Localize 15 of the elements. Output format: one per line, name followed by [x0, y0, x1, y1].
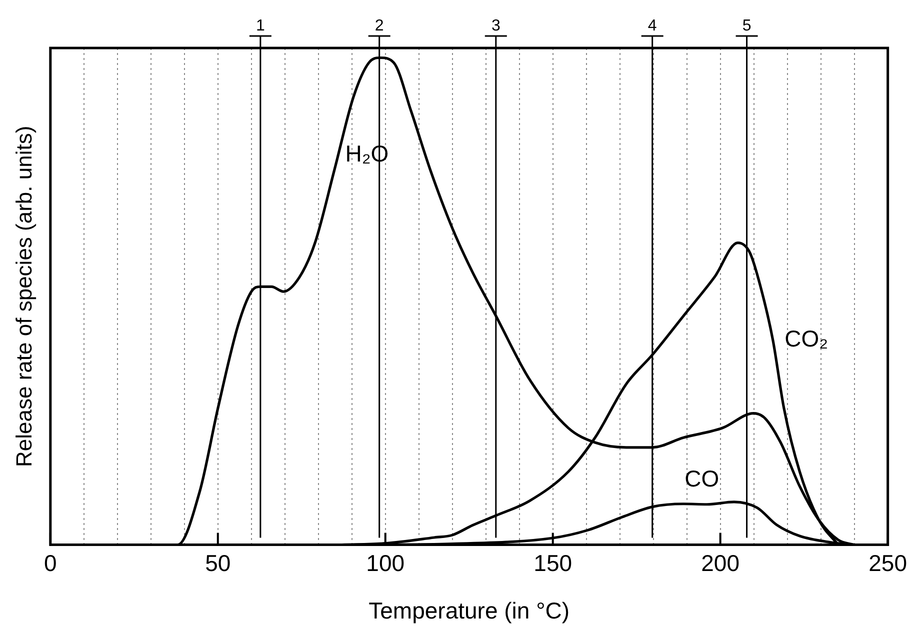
- y-axis-title: Release rate of species (arb. units): [11, 126, 36, 467]
- text: 2: [374, 17, 384, 34]
- x-tick-label: 150: [534, 550, 572, 576]
- text: 1: [256, 17, 265, 34]
- x-tick-label: 100: [366, 550, 405, 576]
- x-axis-title: Temperature (in °C): [368, 598, 570, 624]
- x-tick-label: 200: [701, 550, 740, 576]
- x-tick-label: 0: [44, 550, 57, 576]
- x-tick-label: 250: [868, 550, 907, 576]
- text: 4: [648, 17, 657, 34]
- series-label: CO: [684, 465, 720, 492]
- x-tick-label: 50: [205, 550, 231, 576]
- text: 3: [491, 17, 500, 34]
- text: 5: [742, 17, 752, 34]
- series-label: CO₂: [784, 326, 828, 352]
